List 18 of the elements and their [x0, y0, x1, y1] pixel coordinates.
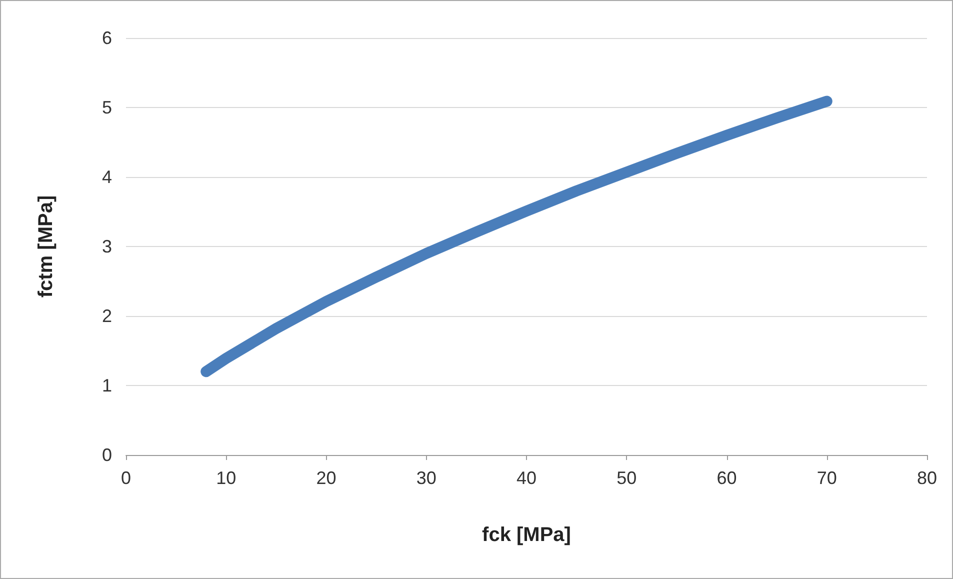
x-tick-label: 60: [716, 468, 737, 488]
x-tick-label: 20: [316, 468, 336, 488]
x-tick-label: 0: [120, 468, 132, 488]
y-tick-label: 3: [102, 236, 112, 256]
y-axis-title: fctm [MPa]: [35, 195, 57, 298]
y-tick-label: 1: [102, 376, 112, 396]
y-tick-label: 4: [102, 167, 112, 187]
x-tick-label: 30: [416, 468, 436, 488]
y-tick-label: 6: [102, 28, 112, 48]
x-tick-label: 80: [916, 468, 938, 488]
x-axis-title: fck [MPa]: [482, 524, 571, 546]
y-tick-label: 0: [102, 445, 112, 465]
x-tick-label: 10: [216, 468, 236, 488]
x-tick-label: 50: [616, 468, 637, 488]
y-tick-label: 5: [102, 98, 112, 118]
x-tick-label: 40: [516, 468, 537, 488]
x-tick-label: 70: [816, 468, 837, 488]
y-tick-label: 2: [102, 306, 112, 326]
